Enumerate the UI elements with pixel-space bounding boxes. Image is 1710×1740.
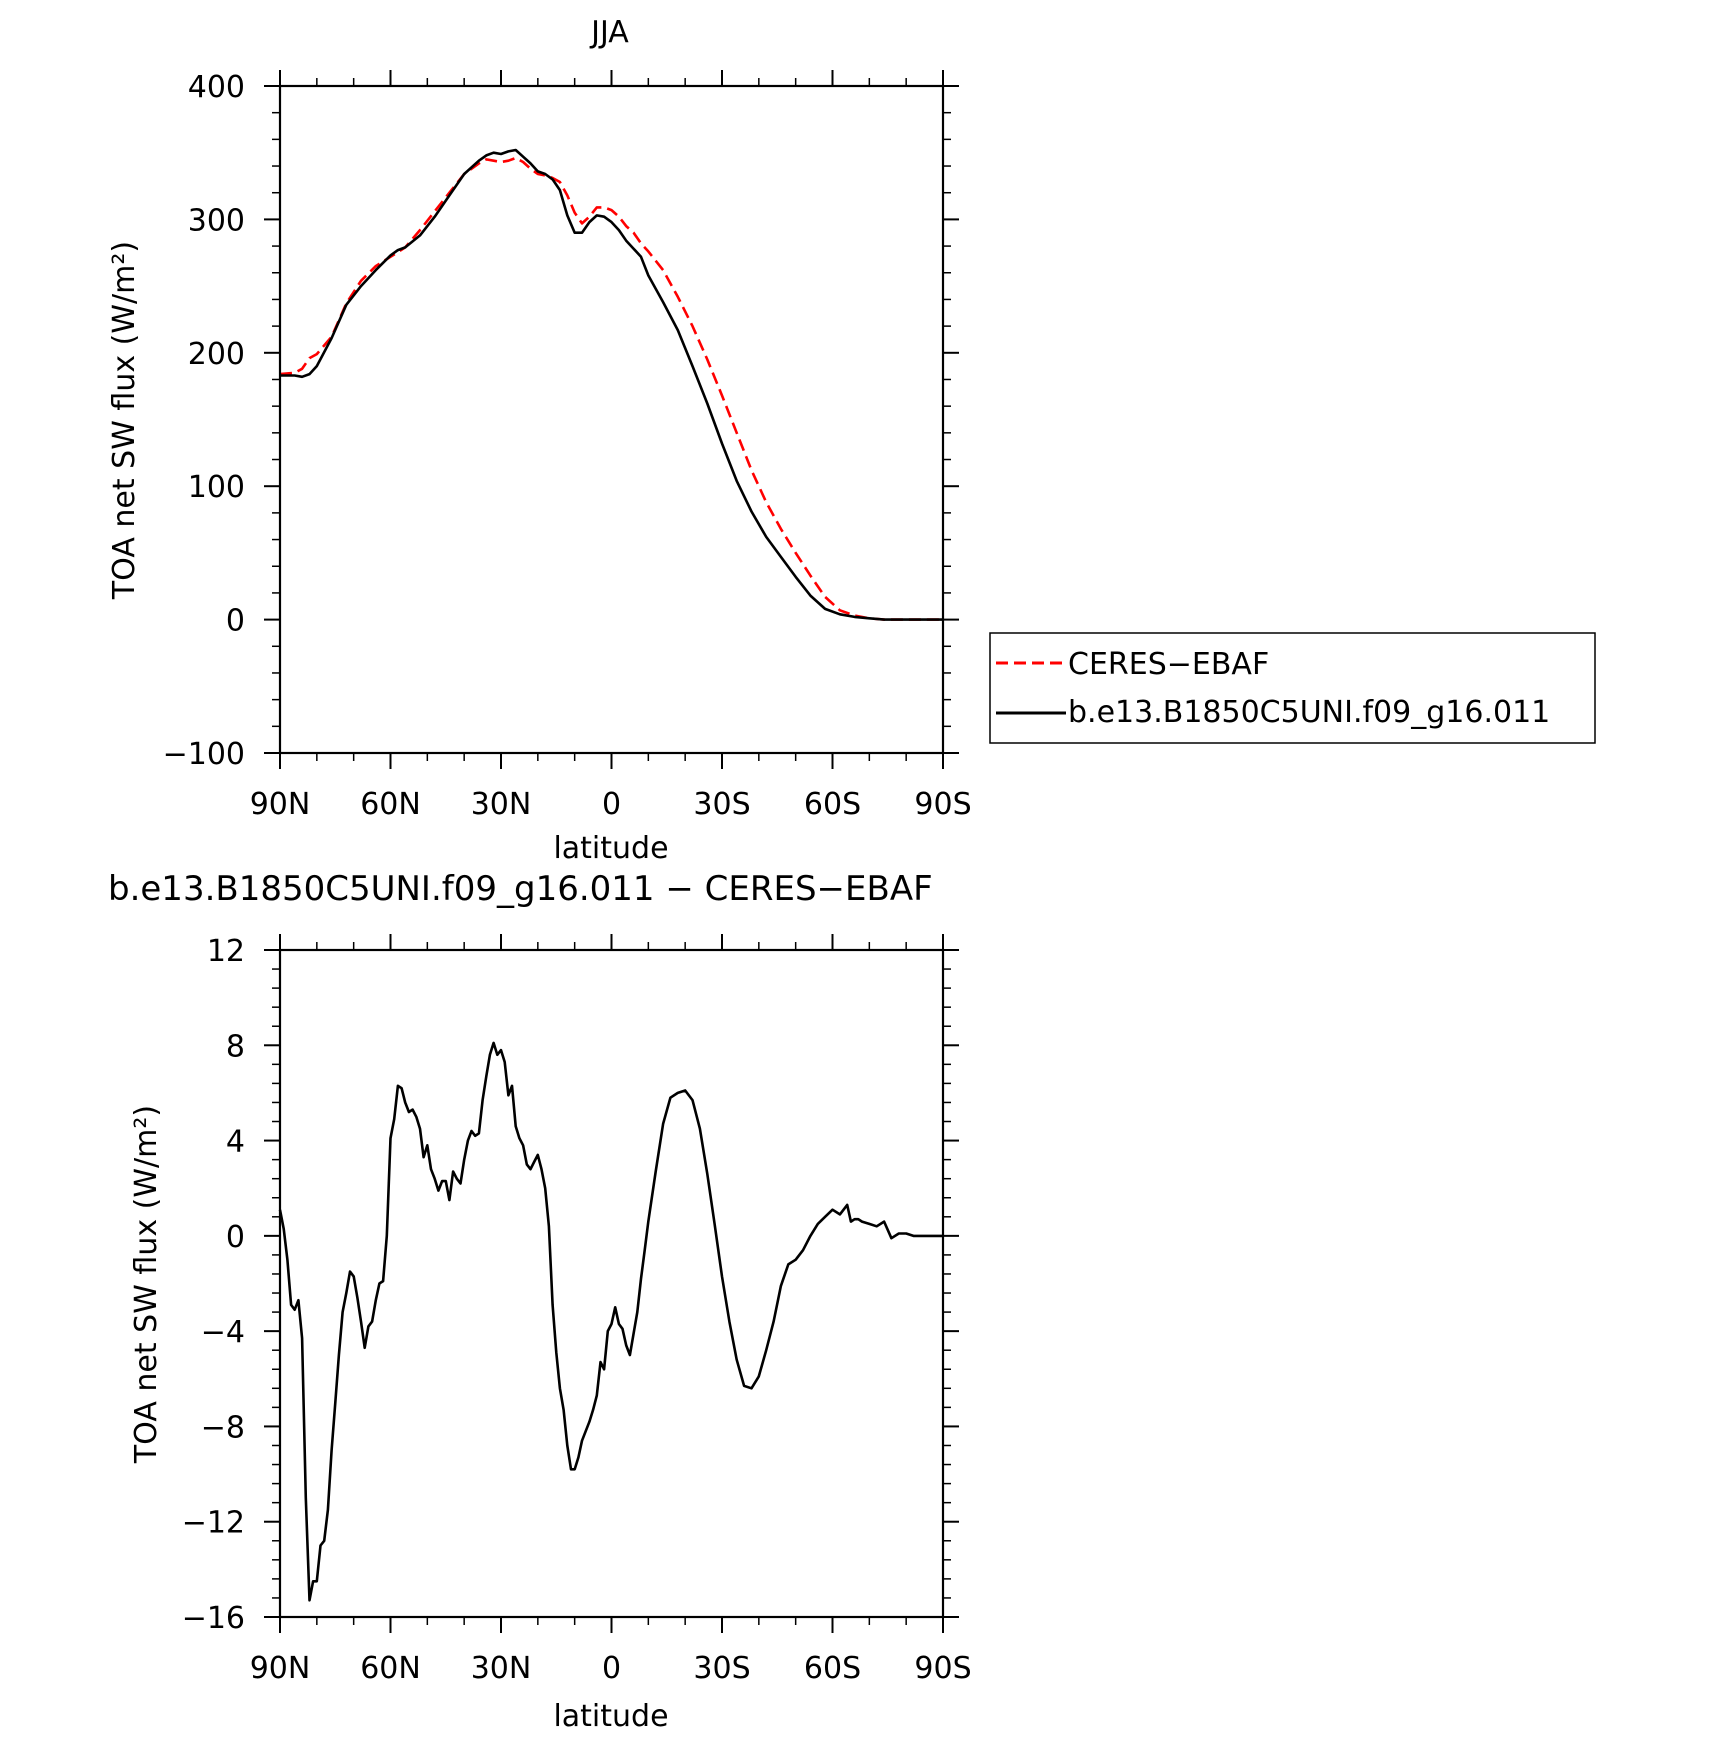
legend: CERES−EBAF b.e13.B1850C5UNI.f09_g16.011 bbox=[989, 632, 1596, 744]
bottom-x-tick-label: 30S bbox=[693, 1651, 750, 1686]
top-y-tick-label: 0 bbox=[226, 604, 245, 639]
top-y-tick-label: 100 bbox=[188, 470, 245, 505]
top-series-lines bbox=[279, 148, 943, 621]
top-x-tick-label: 0 bbox=[602, 787, 621, 822]
bottom-x-tick-label: 90S bbox=[914, 1651, 971, 1686]
bottom-series-line-0 bbox=[278, 1041, 943, 1602]
top-x-tick-label: 90S bbox=[914, 787, 971, 822]
bottom-y-tick-labels: −16 −12 −8 −4 0 4 8 12 bbox=[182, 934, 245, 1636]
bottom-y-tick-label: −8 bbox=[201, 1410, 245, 1445]
top-x-tick-label: 30N bbox=[471, 787, 532, 822]
top-y-tick-label: 400 bbox=[188, 70, 245, 105]
top-x-tick-label: 30S bbox=[693, 787, 750, 822]
bottom-y-tick-label: −12 bbox=[182, 1506, 245, 1541]
legend-entry-ceres: CERES−EBAF bbox=[1068, 647, 1269, 682]
bottom-chart-panel: b.e13.B1850C5UNI.f09_g16.011 − CERES−EBA… bbox=[108, 869, 972, 1734]
bottom-y-axis-label: TOA net SW flux (W/m²) bbox=[129, 1105, 164, 1464]
top-x-tick-label: 90N bbox=[250, 787, 311, 822]
bottom-x-tick-label: 90N bbox=[250, 1651, 311, 1686]
top-x-axis-label: latitude bbox=[553, 831, 668, 866]
top-y-tick-labels: −100 0 100 200 300 400 bbox=[163, 70, 245, 772]
top-x-tick-label: 60N bbox=[360, 787, 421, 822]
legend-box bbox=[989, 632, 1596, 744]
top-series-line-1 bbox=[280, 148, 943, 621]
bottom-x-tick-labels: 90N 60N 30N 0 30S 60S 90S bbox=[250, 1651, 972, 1686]
top-chart-title: JJA bbox=[589, 15, 629, 50]
top-y-tick-label: 300 bbox=[188, 203, 245, 238]
bottom-y-tick-label: 8 bbox=[226, 1029, 245, 1064]
bottom-x-tick-label: 60N bbox=[360, 1651, 421, 1686]
bottom-tick-marks bbox=[264, 934, 959, 1633]
bottom-plot-frame bbox=[278, 948, 945, 1619]
top-x-tick-label: 60S bbox=[804, 787, 861, 822]
bottom-x-tick-label: 30N bbox=[471, 1651, 532, 1686]
bottom-series-lines bbox=[278, 1041, 943, 1602]
bottom-x-axis-label: latitude bbox=[553, 1699, 668, 1734]
bottom-y-tick-label: 4 bbox=[226, 1125, 245, 1160]
legend-entry-model: b.e13.B1850C5UNI.f09_g16.011 bbox=[1068, 695, 1550, 730]
top-y-axis-label: TOA net SW flux (W/m²) bbox=[107, 241, 142, 600]
top-x-tick-labels: 90N 60N 30N 0 30S 60S 90S bbox=[250, 787, 972, 822]
top-tick-marks bbox=[264, 70, 959, 769]
bottom-y-tick-label: −4 bbox=[201, 1315, 245, 1350]
bottom-x-tick-label: 60S bbox=[804, 1651, 861, 1686]
bottom-x-tick-label: 0 bbox=[602, 1651, 621, 1686]
bottom-chart-title: b.e13.B1850C5UNI.f09_g16.011 − CERES−EBA… bbox=[108, 869, 933, 909]
bottom-y-tick-label: 12 bbox=[207, 934, 245, 969]
bottom-y-tick-label: 0 bbox=[226, 1220, 245, 1255]
top-y-tick-label: −100 bbox=[163, 737, 245, 772]
bottom-y-tick-label: −16 bbox=[182, 1601, 245, 1636]
top-plot-frame bbox=[278, 84, 945, 755]
top-y-tick-label: 200 bbox=[188, 337, 245, 372]
